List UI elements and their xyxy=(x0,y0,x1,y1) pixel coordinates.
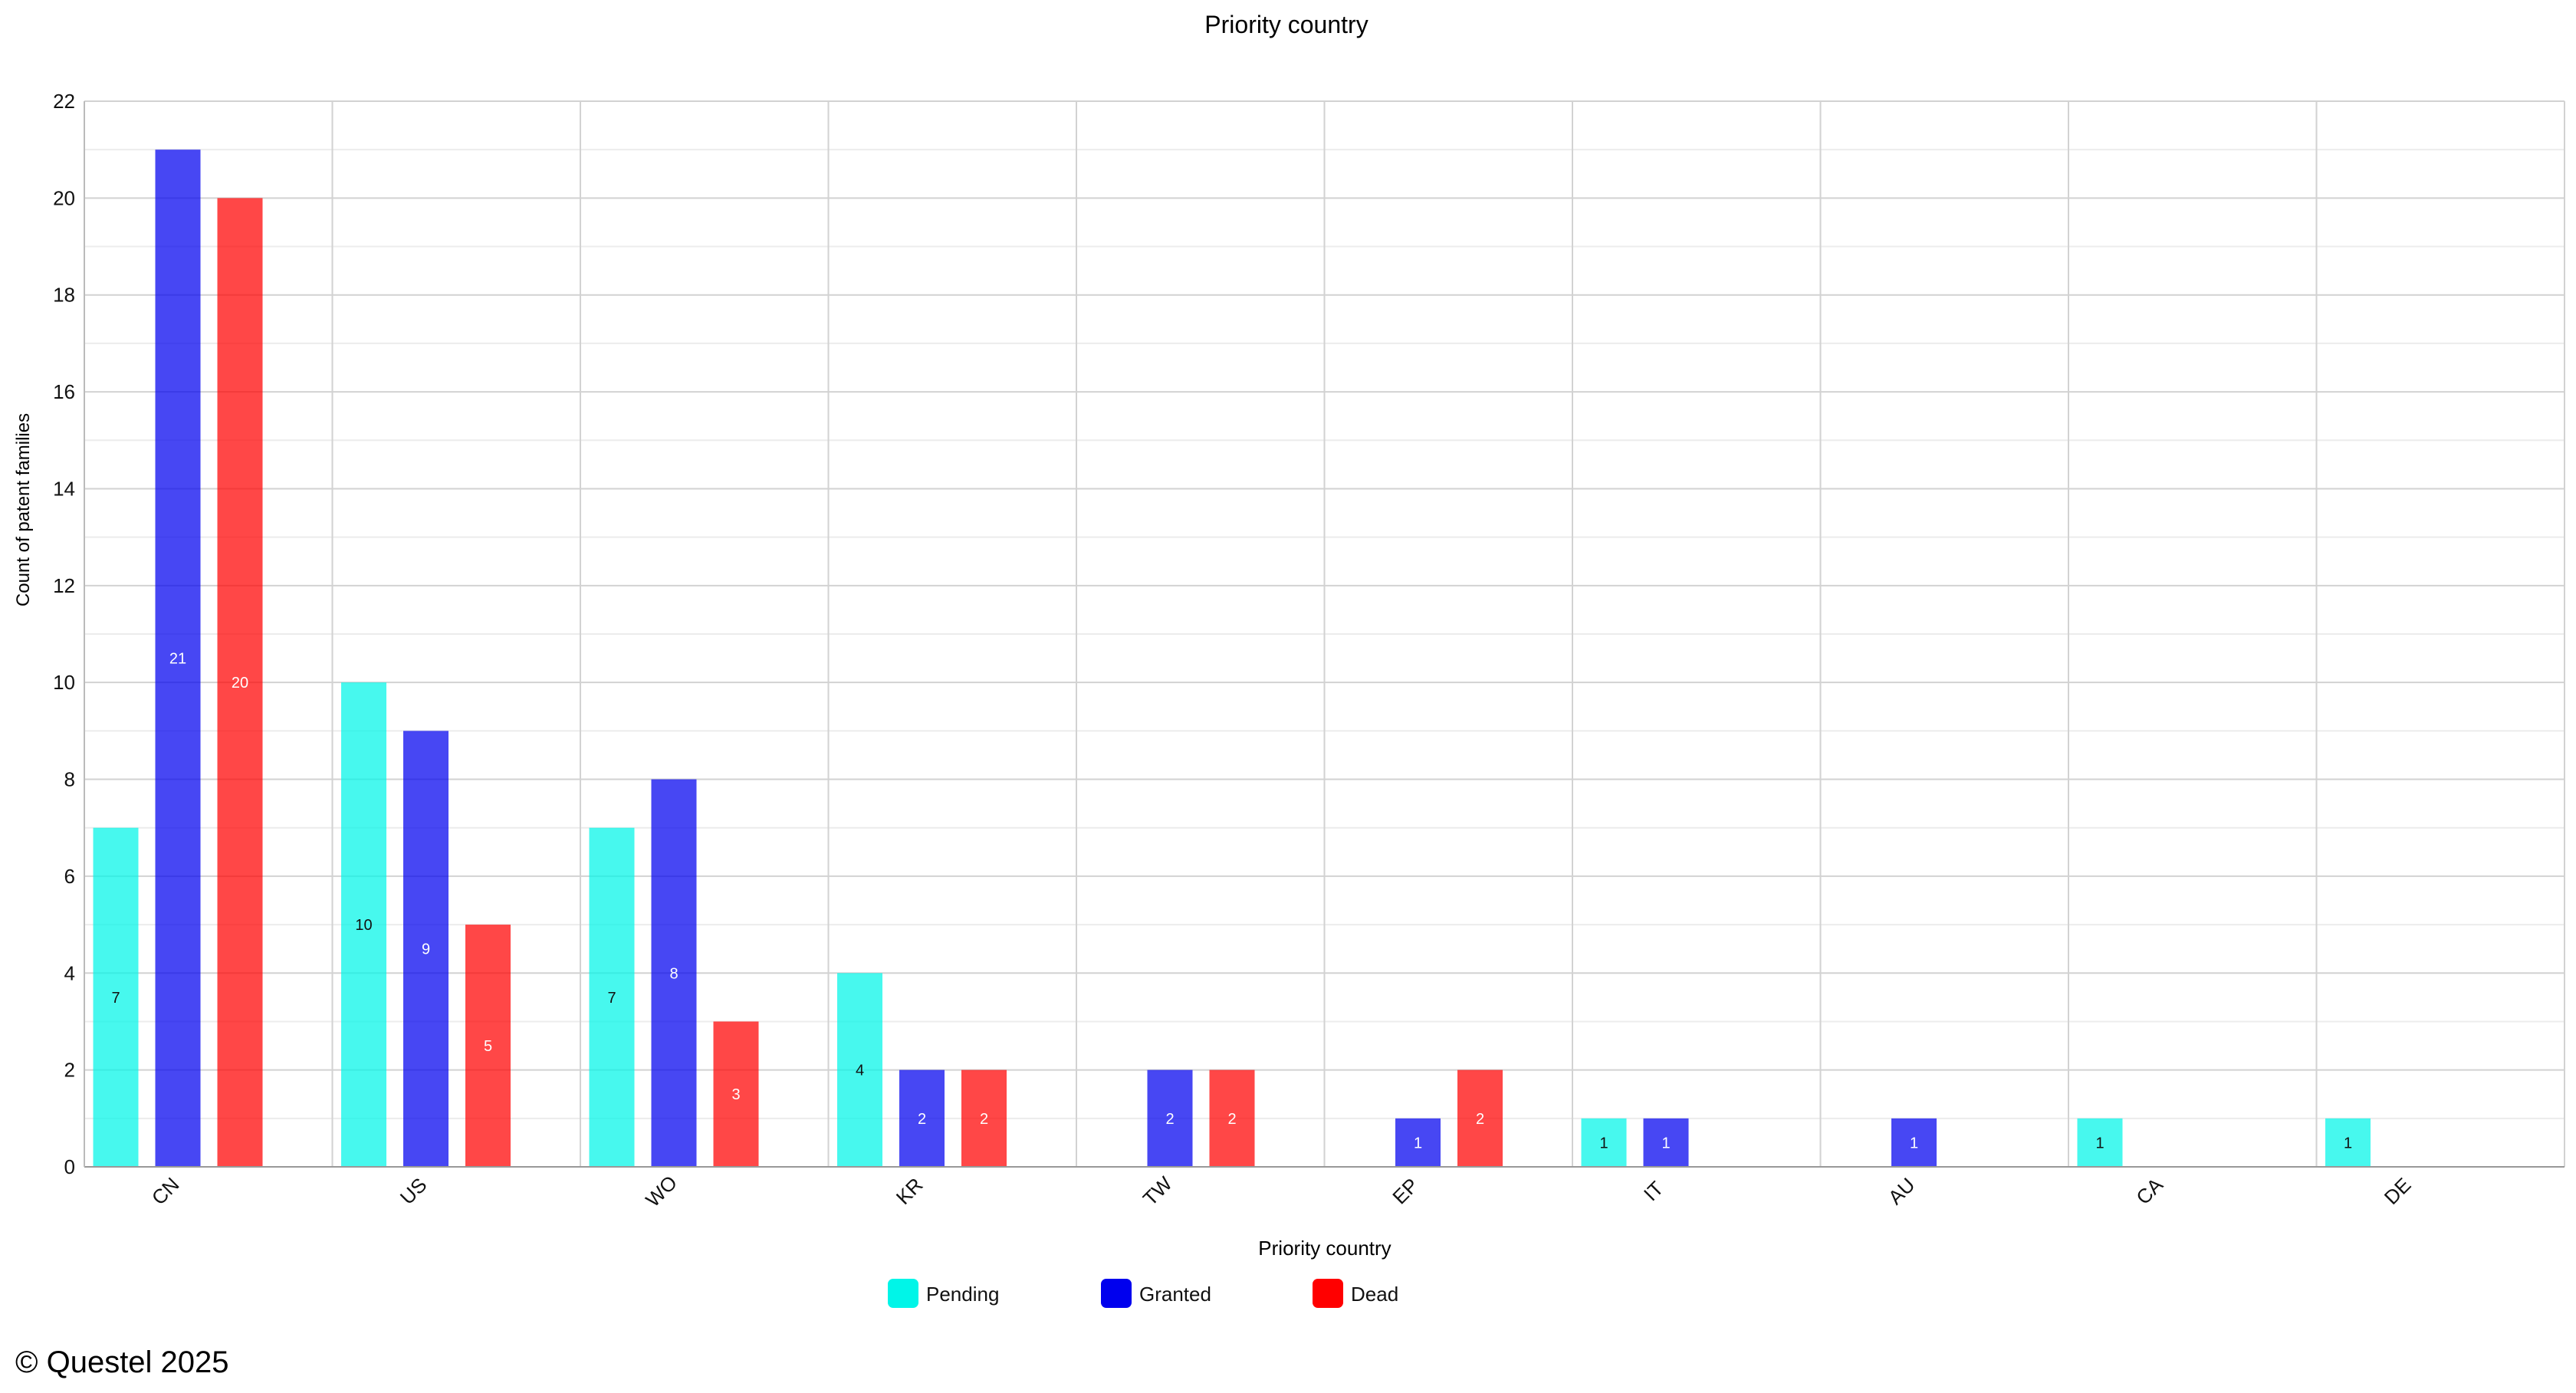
legend-swatch xyxy=(1101,1279,1132,1308)
x-tick-label: DE xyxy=(2380,1173,2416,1209)
bar-data-label: 2 xyxy=(1476,1111,1484,1128)
bar-data-label: 7 xyxy=(607,990,616,1007)
legend: Pending Granted Dead xyxy=(888,1279,1398,1308)
y-axis-label: Count of patent families xyxy=(13,413,34,606)
y-tick-label: 14 xyxy=(53,477,75,500)
y-tick-label: 2 xyxy=(64,1059,75,1082)
bar xyxy=(93,827,139,1167)
bar-data-label: 21 xyxy=(169,651,186,668)
bar-data-label: 10 xyxy=(355,917,372,934)
x-tick-label: US xyxy=(396,1173,432,1209)
bar-data-label: 8 xyxy=(669,965,678,982)
bar-data-label: 9 xyxy=(422,941,430,958)
bar-data-label: 2 xyxy=(1227,1111,1236,1128)
bar-data-label: 1 xyxy=(1910,1135,1918,1152)
bar xyxy=(465,925,511,1167)
bar xyxy=(1581,1118,1627,1167)
y-tick-label: 20 xyxy=(53,186,75,209)
y-tick-label: 16 xyxy=(53,380,75,403)
bar xyxy=(837,973,882,1167)
bar xyxy=(899,1069,945,1167)
legend-swatch xyxy=(1313,1279,1343,1308)
x-tick-label: CA xyxy=(2131,1173,2167,1209)
legend-swatch xyxy=(888,1279,918,1308)
bar-data-label: 1 xyxy=(2095,1135,2104,1152)
y-tick-label: 10 xyxy=(53,671,75,694)
bar-data-label: 5 xyxy=(484,1038,492,1055)
x-tick-label: EP xyxy=(1388,1174,1423,1209)
x-tick-label: TW xyxy=(1138,1171,1177,1210)
bar xyxy=(1395,1118,1441,1167)
bar xyxy=(589,827,635,1167)
legend-label: Dead xyxy=(1351,1283,1398,1306)
bar-data-label: 1 xyxy=(1414,1135,1422,1152)
bar xyxy=(155,149,201,1167)
bar xyxy=(1891,1118,1937,1167)
bar xyxy=(713,1021,759,1167)
y-tick-label: 22 xyxy=(53,90,75,113)
chart-title: Priority country xyxy=(1204,11,1368,38)
bar-data-label: 1 xyxy=(1599,1135,1608,1152)
bar xyxy=(651,779,697,1167)
bar-data-label: 2 xyxy=(1165,1111,1174,1128)
bar-data-label: 2 xyxy=(980,1111,988,1128)
bar-data-label: 7 xyxy=(111,990,120,1007)
y-tick-label: 8 xyxy=(64,768,75,791)
x-axis-label: Priority country xyxy=(1258,1237,1391,1260)
legend-label: Granted xyxy=(1139,1283,1211,1306)
bar xyxy=(1209,1069,1255,1167)
grid-layer xyxy=(84,100,2565,1168)
bar xyxy=(1147,1069,1193,1167)
y-tick-label: 6 xyxy=(64,865,75,888)
bar xyxy=(2325,1118,2371,1167)
x-tick-label: IT xyxy=(1639,1177,1668,1206)
bar-data-label: 20 xyxy=(232,675,248,692)
y-tick-label: 4 xyxy=(64,961,75,984)
y-tick-label: 0 xyxy=(64,1155,75,1178)
bar xyxy=(2077,1118,2123,1167)
bar-data-label: 3 xyxy=(731,1086,740,1103)
bar-data-label: 1 xyxy=(1661,1135,1670,1152)
bar xyxy=(341,682,386,1167)
x-tick-label: AU xyxy=(1884,1173,1920,1209)
bar-data-label: 2 xyxy=(918,1111,926,1128)
bar xyxy=(1643,1118,1689,1167)
y-tick-label: 12 xyxy=(53,574,75,597)
bar xyxy=(961,1069,1007,1167)
bar xyxy=(217,198,263,1167)
copyright-text: © Questel 2025 xyxy=(15,1345,229,1379)
x-tick-label: CN xyxy=(147,1173,184,1210)
legend-label: Pending xyxy=(926,1283,999,1306)
y-tick-label: 18 xyxy=(53,284,75,307)
bar xyxy=(1457,1069,1503,1167)
x-tick-label: WO xyxy=(641,1171,682,1211)
x-tick-label: KR xyxy=(892,1173,928,1209)
bar xyxy=(403,731,449,1167)
bar-data-label: 1 xyxy=(2344,1135,2352,1152)
bar-data-label: 4 xyxy=(856,1063,864,1079)
